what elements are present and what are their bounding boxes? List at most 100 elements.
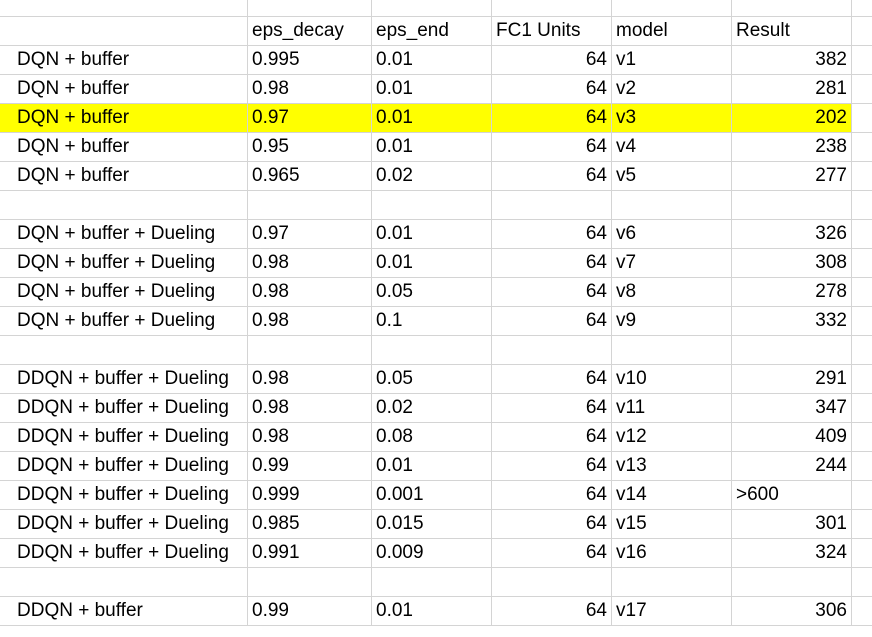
cell[interactable]	[612, 0, 732, 17]
cell-fc1-units[interactable]: 64	[492, 133, 612, 162]
cell-label[interactable]	[0, 191, 248, 220]
cell[interactable]	[852, 249, 872, 278]
cell[interactable]	[852, 539, 872, 568]
cell-result[interactable]: 347	[732, 394, 852, 423]
cell-label[interactable]: DDQN + buffer + Dueling	[0, 539, 248, 568]
cell-eps-end[interactable]: 0.01	[372, 75, 492, 104]
cell-label[interactable]: DDQN + buffer	[0, 597, 248, 626]
cell-label[interactable]: DDQN + buffer + Dueling	[0, 481, 248, 510]
cell-fc1-units[interactable]: 64	[492, 104, 612, 133]
cell-model[interactable]: v6	[612, 220, 732, 249]
cell-result[interactable]: 306	[732, 597, 852, 626]
cell-eps-decay[interactable]: 0.98	[248, 278, 372, 307]
cell-result[interactable]: 277	[732, 162, 852, 191]
cell-eps-decay[interactable]: 0.99	[248, 597, 372, 626]
cell-label[interactable]	[0, 568, 248, 597]
cell-eps-end[interactable]: 0.01	[372, 133, 492, 162]
cell[interactable]	[852, 0, 872, 17]
cell-eps-decay[interactable]: 0.98	[248, 307, 372, 336]
cell-eps-end[interactable]: 0.05	[372, 365, 492, 394]
cell-label[interactable]: DQN + buffer + Dueling	[0, 220, 248, 249]
cell-label[interactable]: DDQN + buffer + Dueling	[0, 423, 248, 452]
cell-label[interactable]: DQN + buffer	[0, 46, 248, 75]
cell[interactable]	[852, 568, 872, 597]
cell-fc1-units[interactable]: 64	[492, 452, 612, 481]
cell[interactable]	[852, 75, 872, 104]
cell-eps-decay[interactable]: 0.999	[248, 481, 372, 510]
cell-model[interactable]: v5	[612, 162, 732, 191]
cell-eps-end[interactable]: 0.001	[372, 481, 492, 510]
cell-eps-decay[interactable]	[248, 568, 372, 597]
cell[interactable]	[852, 162, 872, 191]
cell-eps-end[interactable]	[372, 191, 492, 220]
cell-eps-decay[interactable]: 0.95	[248, 133, 372, 162]
header-cell-result[interactable]: Result	[732, 17, 852, 46]
cell-eps-decay[interactable]	[248, 191, 372, 220]
cell[interactable]	[852, 423, 872, 452]
cell-label[interactable]: DDQN + buffer + Dueling	[0, 452, 248, 481]
cell[interactable]	[852, 46, 872, 75]
cell[interactable]	[732, 0, 852, 17]
header-cell-eps-decay[interactable]: eps_decay	[248, 17, 372, 46]
cell-label[interactable]: DQN + buffer + Dueling	[0, 278, 248, 307]
cell-eps-decay[interactable]	[248, 336, 372, 365]
cell-result[interactable]: 281	[732, 75, 852, 104]
cell-model[interactable]: v8	[612, 278, 732, 307]
cell[interactable]	[852, 365, 872, 394]
header-cell-fc1-units[interactable]: FC1 Units	[492, 17, 612, 46]
cell-model[interactable]: v12	[612, 423, 732, 452]
cell-model[interactable]: v7	[612, 249, 732, 278]
cell-fc1-units[interactable]: 64	[492, 539, 612, 568]
cell-eps-end[interactable]: 0.08	[372, 423, 492, 452]
cell-result[interactable]: 278	[732, 278, 852, 307]
cell-eps-end[interactable]: 0.015	[372, 510, 492, 539]
cell-eps-end[interactable]	[372, 568, 492, 597]
cell[interactable]	[0, 0, 248, 17]
cell[interactable]	[852, 278, 872, 307]
cell-eps-end[interactable]: 0.01	[372, 220, 492, 249]
cell-eps-decay[interactable]: 0.98	[248, 75, 372, 104]
cell-model[interactable]: v4	[612, 133, 732, 162]
cell-eps-decay[interactable]: 0.995	[248, 46, 372, 75]
cell-eps-end[interactable]	[372, 336, 492, 365]
cell-eps-decay[interactable]: 0.985	[248, 510, 372, 539]
cell-result[interactable]	[732, 336, 852, 365]
cell-result[interactable]: 332	[732, 307, 852, 336]
cell-label[interactable]	[0, 336, 248, 365]
cell-fc1-units[interactable]: 64	[492, 46, 612, 75]
cell-result[interactable]: 301	[732, 510, 852, 539]
cell[interactable]	[248, 0, 372, 17]
cell-label[interactable]: DDQN + buffer + Dueling	[0, 510, 248, 539]
cell[interactable]	[852, 394, 872, 423]
cell-fc1-units[interactable]	[492, 336, 612, 365]
cell-eps-end[interactable]: 0.01	[372, 452, 492, 481]
cell[interactable]	[852, 220, 872, 249]
cell-model[interactable]: v2	[612, 75, 732, 104]
cell-eps-decay[interactable]: 0.97	[248, 104, 372, 133]
cell-eps-end[interactable]: 0.1	[372, 307, 492, 336]
cell[interactable]	[852, 307, 872, 336]
cell-eps-decay[interactable]: 0.97	[248, 220, 372, 249]
cell-fc1-units[interactable]: 64	[492, 394, 612, 423]
header-cell-eps-end[interactable]: eps_end	[372, 17, 492, 46]
cell-eps-decay[interactable]: 0.98	[248, 423, 372, 452]
cell-model[interactable]: v3	[612, 104, 732, 133]
cell[interactable]	[852, 510, 872, 539]
cell-result[interactable]	[732, 568, 852, 597]
cell[interactable]	[852, 336, 872, 365]
cell-label[interactable]: DDQN + buffer + Dueling	[0, 394, 248, 423]
cell-eps-decay[interactable]: 0.991	[248, 539, 372, 568]
cell-result[interactable]: 202	[732, 104, 852, 133]
cell-model[interactable]: v10	[612, 365, 732, 394]
cell-model[interactable]: v14	[612, 481, 732, 510]
cell-model[interactable]: v11	[612, 394, 732, 423]
cell-fc1-units[interactable]	[492, 568, 612, 597]
cell-eps-end[interactable]: 0.01	[372, 104, 492, 133]
cell-result[interactable]: 291	[732, 365, 852, 394]
cell[interactable]	[852, 17, 872, 46]
cell-model[interactable]: v16	[612, 539, 732, 568]
cell-model[interactable]	[612, 568, 732, 597]
cell-label[interactable]: DQN + buffer + Dueling	[0, 249, 248, 278]
cell[interactable]	[852, 452, 872, 481]
cell-model[interactable]: v1	[612, 46, 732, 75]
